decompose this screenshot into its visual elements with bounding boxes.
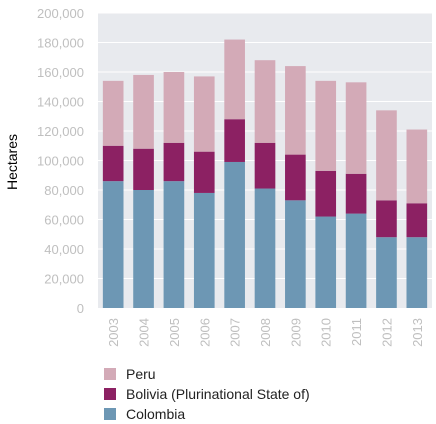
bars — [102, 39, 428, 308]
legend-swatch-bolivia — [104, 388, 116, 400]
bar-bolivia-2011 — [345, 173, 367, 214]
bar-peru-2005 — [163, 72, 185, 143]
bar-colombia-2006 — [193, 192, 215, 308]
bar-peru-2007 — [224, 39, 245, 120]
legend-swatch-colombia — [104, 408, 116, 420]
legend-label-bolivia: Bolivia (Plurinational State of) — [126, 386, 310, 402]
x-tick-label: 2013 — [410, 318, 425, 347]
x-tick-label: 2011 — [349, 318, 364, 346]
y-tick-label: 20,000 — [44, 272, 84, 287]
legend-label-peru: Peru — [126, 366, 156, 382]
y-tick-label: 120,000 — [37, 124, 84, 139]
legend: Peru Bolivia (Plurinational State of) Co… — [104, 364, 310, 424]
x-tick-label: 2010 — [319, 318, 334, 347]
bar-colombia-2007 — [224, 161, 245, 308]
x-tick-label: 2006 — [197, 318, 212, 347]
legend-label-colombia: Colombia — [126, 406, 186, 422]
bar-bolivia-2013 — [406, 203, 428, 238]
x-tick-label: 2004 — [137, 318, 152, 347]
y-axis-ticks: 0 20,000 40,000 60,000 80,000 100,000 120,000 1… — [37, 6, 84, 316]
x-tick-label: 2007 — [228, 318, 243, 347]
bar-bolivia-2003 — [102, 145, 124, 182]
legend-swatch-peru — [104, 368, 116, 380]
bar-colombia-2009 — [285, 200, 306, 308]
x-tick-label: 2005 — [167, 318, 182, 347]
bar-colombia-2012 — [376, 237, 397, 308]
x-tick-label: 2012 — [379, 318, 394, 347]
y-tick-label: 40,000 — [44, 242, 84, 257]
bar-peru-2010 — [315, 80, 337, 171]
y-tick-label: 80,000 — [44, 183, 84, 198]
y-tick-label: 140,000 — [37, 95, 84, 110]
y-tick-label: 0 — [77, 301, 84, 316]
bar-peru-2009 — [285, 66, 306, 155]
bar-colombia-2013 — [406, 237, 428, 308]
x-axis-ticks: 2003 2004 2005 2006 2007 2008 2009 2010 2011 2012… — [106, 318, 425, 347]
legend-item-bolivia: Bolivia (Plurinational State of) — [104, 384, 310, 404]
legend-item-colombia: Colombia — [104, 404, 310, 424]
bar-bolivia-2008 — [254, 142, 276, 189]
y-tick-label: 200,000 — [37, 6, 84, 21]
x-tick-label: 2008 — [258, 318, 273, 347]
bar-peru-2003 — [102, 80, 124, 146]
bar-bolivia-2012 — [376, 200, 397, 238]
y-tick-label: 100,000 — [37, 154, 84, 169]
y-axis-label: Hectares — [4, 134, 20, 190]
bar-colombia-2003 — [102, 181, 124, 308]
y-tick-label: 160,000 — [37, 65, 84, 80]
bar-colombia-2004 — [133, 190, 154, 308]
bar-peru-2008 — [254, 60, 276, 143]
bar-colombia-2005 — [163, 181, 185, 308]
bar-bolivia-2006 — [193, 151, 215, 193]
bar-bolivia-2009 — [285, 154, 306, 201]
bar-peru-2013 — [406, 129, 428, 204]
bar-bolivia-2007 — [224, 119, 245, 162]
x-tick-label: 2003 — [106, 318, 121, 347]
y-tick-label: 180,000 — [37, 36, 84, 51]
bar-bolivia-2005 — [163, 142, 185, 182]
bar-colombia-2011 — [345, 213, 367, 308]
bar-peru-2006 — [193, 76, 215, 152]
bar-peru-2004 — [133, 74, 154, 149]
bar-peru-2011 — [345, 82, 367, 174]
x-tick-label: 2009 — [288, 318, 303, 347]
bar-colombia-2010 — [315, 216, 337, 308]
bar-peru-2012 — [376, 110, 397, 201]
bar-colombia-2008 — [254, 188, 276, 308]
legend-item-peru: Peru — [104, 364, 310, 384]
bar-bolivia-2010 — [315, 170, 337, 217]
bar-bolivia-2004 — [133, 148, 154, 190]
y-tick-label: 60,000 — [44, 213, 84, 228]
